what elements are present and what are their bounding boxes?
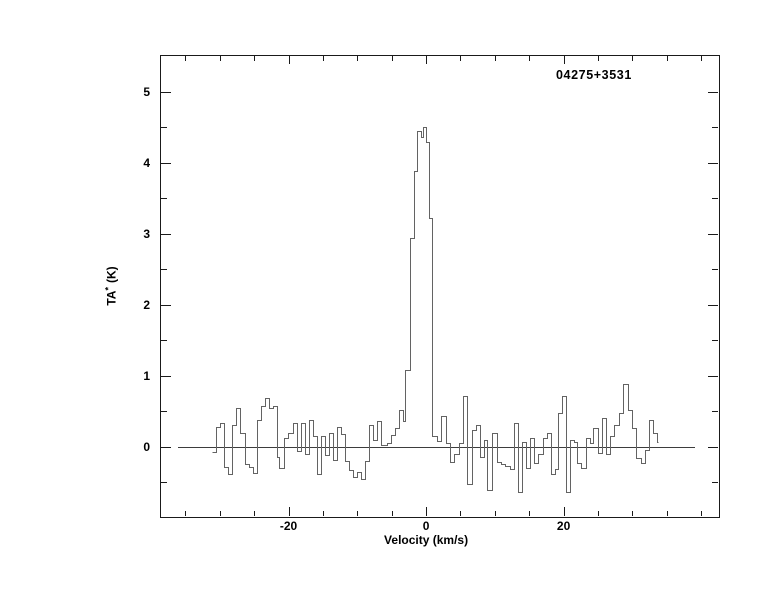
x-axis-title: Velocity (km/s) bbox=[384, 533, 469, 547]
y-axis-title-unit: (K) bbox=[104, 266, 119, 284]
y-axis-title-superscript: * bbox=[103, 287, 114, 291]
y-tick-label: 3 bbox=[143, 226, 150, 241]
y-tick-label: 5 bbox=[143, 84, 150, 99]
x-tick-label: 0 bbox=[422, 519, 430, 533]
y-axis-title-symbol: T bbox=[104, 299, 119, 306]
x-tick-label: 20 bbox=[556, 519, 571, 533]
y-axis-title: TA* (K) bbox=[104, 266, 119, 305]
plot-frame bbox=[160, 55, 720, 518]
spectrum-trace bbox=[212, 127, 659, 493]
y-tick-label: 1 bbox=[143, 368, 150, 383]
x-tick-label: -20 bbox=[279, 519, 298, 533]
source-name-label: 04275+3531 bbox=[556, 68, 632, 82]
y-axis-title-subscript: A bbox=[104, 290, 119, 300]
y-tick-label: 0 bbox=[143, 439, 150, 454]
y-tick-label: 2 bbox=[143, 297, 150, 312]
y-tick-label: 4 bbox=[143, 155, 150, 170]
